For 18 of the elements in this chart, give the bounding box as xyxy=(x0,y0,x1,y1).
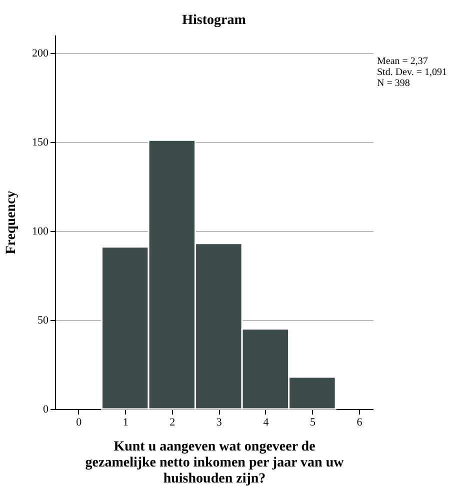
text: Std. Dev. = 1,091 xyxy=(377,67,447,78)
y-tick-label: 50 xyxy=(38,314,49,326)
y-axis-title: Frequency xyxy=(4,190,19,254)
x-tick-label: 5 xyxy=(310,416,316,428)
x-tick-label: 0 xyxy=(76,416,82,428)
x-tick-label: 6 xyxy=(356,416,363,428)
y-tick-label: 200 xyxy=(32,47,49,60)
chart-title: Histogram xyxy=(182,13,246,28)
y-tick-label: 150 xyxy=(32,136,49,148)
y-tick-label: 0 xyxy=(43,404,49,416)
x-tick-label: 3 xyxy=(216,416,222,428)
x-axis-title: Kunt u aangeven wat ongeveer de gezamelijke netto inkomen per jaar van uw huishouden zijn? xyxy=(85,440,345,486)
x-tick-label: 1 xyxy=(122,416,128,428)
y-tick-label: 100 xyxy=(32,225,49,238)
text: Mean = 2,37 xyxy=(377,56,428,67)
x-tick-label: 2 xyxy=(170,416,176,428)
text: N = 398 xyxy=(377,78,410,89)
x-tick-label: 4 xyxy=(263,416,270,428)
